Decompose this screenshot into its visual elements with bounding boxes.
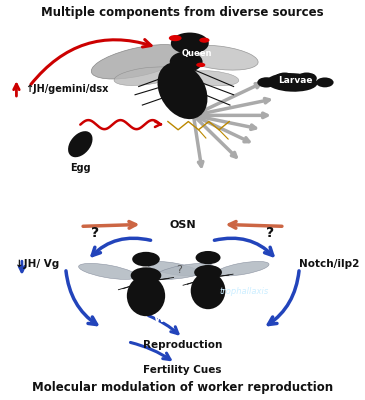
Ellipse shape xyxy=(91,45,186,79)
Text: ?: ? xyxy=(266,226,274,240)
Text: Fertility Cues: Fertility Cues xyxy=(143,365,222,375)
Ellipse shape xyxy=(68,131,93,157)
Circle shape xyxy=(171,32,209,54)
Ellipse shape xyxy=(180,45,258,70)
Ellipse shape xyxy=(266,73,318,92)
Text: Worker: Worker xyxy=(154,314,196,324)
Text: ↑JH/gemini/dsx: ↑JH/gemini/dsx xyxy=(26,84,109,94)
Text: trophallaxis: trophallaxis xyxy=(219,287,268,296)
Circle shape xyxy=(257,77,276,88)
Text: OSN: OSN xyxy=(169,220,196,230)
Ellipse shape xyxy=(147,262,200,276)
Text: ?: ? xyxy=(176,265,182,275)
Ellipse shape xyxy=(127,276,165,316)
Ellipse shape xyxy=(158,62,207,119)
Ellipse shape xyxy=(78,263,137,279)
Text: Reproduction: Reproduction xyxy=(143,340,222,350)
Circle shape xyxy=(274,72,295,84)
Text: Notch/ilp2: Notch/ilp2 xyxy=(299,259,360,269)
Ellipse shape xyxy=(185,71,239,86)
Text: Queen: Queen xyxy=(182,49,212,58)
Ellipse shape xyxy=(194,265,222,280)
Ellipse shape xyxy=(191,272,225,309)
Ellipse shape xyxy=(155,263,214,279)
Text: Molecular modulation of worker reproduction: Molecular modulation of worker reproduct… xyxy=(32,381,333,394)
Text: Larvae: Larvae xyxy=(278,76,313,85)
Ellipse shape xyxy=(169,35,181,41)
Ellipse shape xyxy=(196,63,205,67)
Circle shape xyxy=(296,72,317,84)
Ellipse shape xyxy=(199,38,210,43)
Ellipse shape xyxy=(114,67,178,86)
Ellipse shape xyxy=(131,267,161,284)
Text: ↓JH/ Vg: ↓JH/ Vg xyxy=(15,259,59,269)
Circle shape xyxy=(132,252,160,266)
Ellipse shape xyxy=(170,52,203,72)
Ellipse shape xyxy=(216,262,269,276)
Text: Multiple components from diverse sources: Multiple components from diverse sources xyxy=(41,6,324,19)
Text: ?: ? xyxy=(91,226,99,240)
Circle shape xyxy=(196,251,220,264)
Text: Egg: Egg xyxy=(70,163,91,173)
Circle shape xyxy=(316,78,334,87)
